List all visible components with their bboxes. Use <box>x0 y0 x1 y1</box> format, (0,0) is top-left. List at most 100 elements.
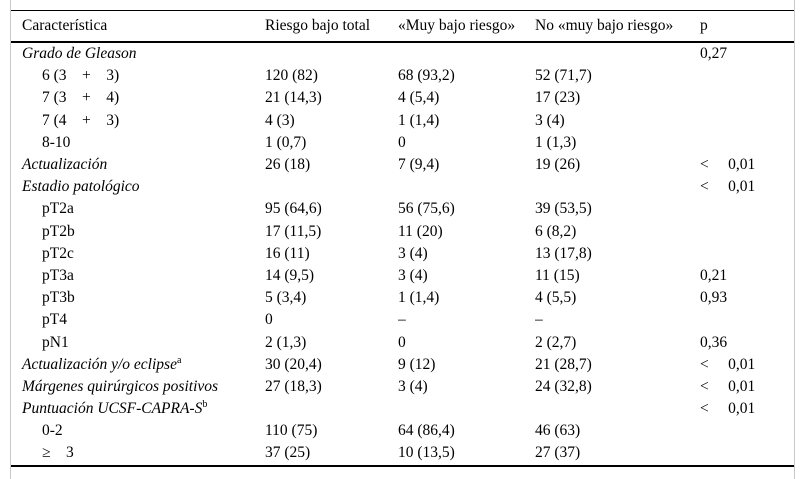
cell-total-low-risk: 17 (11,5) <box>265 222 322 240</box>
cell-very-low-risk: 1 (1,4) <box>398 289 440 307</box>
row-label: pT3b <box>42 289 75 307</box>
cell-very-low-risk: 56 (75,6) <box>398 200 455 218</box>
table-row: pT2b 17 (11,5) 11 (20) 6 (8,2) <box>11 221 794 243</box>
row-label: 8-10 <box>42 133 71 151</box>
cell-total-low-risk: 2 (1,3) <box>265 333 307 351</box>
cell-p-value <box>700 198 794 220</box>
row-label: 7 (4 + 3) <box>42 111 120 129</box>
row-label-cell: 7 (4 + 3) <box>11 110 265 132</box>
table-row: 7 (4 + 3) 4 (3) 1 (1,4) 3 (4) <box>11 110 794 132</box>
row-label-cell: 0-2 <box>11 420 265 442</box>
cell-very-low-risk: 3 (4) <box>398 244 428 262</box>
table-row: 0-2 110 (75) 64 (86,4) 46 (63) <box>11 420 794 442</box>
cell-not-very-low-risk: 52 (71,7) <box>535 67 592 85</box>
cell-p-value: 0,27 <box>700 45 728 63</box>
cell-very-low-risk: 10 (13,5) <box>398 444 455 462</box>
cell-very-low-risk: 11 (20) <box>398 222 443 240</box>
row-label: pT2c <box>42 244 74 262</box>
row-label-cell: Grado de Gleason <box>11 42 265 65</box>
header-row: Característica Riesgo bajo total «Muy ba… <box>11 10 794 43</box>
cell-not-very-low-risk: 2 (2,7) <box>535 333 577 351</box>
row-label-cell: 8-10 <box>11 132 265 154</box>
cell-not-very-low-risk: 46 (63) <box>535 422 581 440</box>
row-label: pT2b <box>42 222 75 240</box>
row-label: pN1 <box>42 333 69 351</box>
cell-not-very-low-risk: 11 (15) <box>535 266 580 284</box>
table-body: Grado de Gleason 0,27 6 (3 + 3) 120 (82)… <box>11 42 794 466</box>
col-header-muy-bajo-riesgo: «Muy bajo riesgo» <box>398 10 535 43</box>
row-label: 7 (3 + 4) <box>42 89 120 107</box>
cell-very-low-risk: 3 (4) <box>398 266 428 284</box>
cell-total-low-risk: 1 (0,7) <box>265 133 307 151</box>
row-label-cell: pT2b <box>11 221 265 243</box>
row-label-cell: Estadio patológico <box>11 176 265 198</box>
row-label-cell: 6 (3 + 3) <box>11 65 265 87</box>
table-row: 7 (3 + 4) 21 (14,3) 4 (5,4) 17 (23) <box>11 87 794 109</box>
cell-p-value <box>700 110 794 132</box>
cell-total-low-risk: 27 (18,3) <box>265 377 322 395</box>
col-header-caracteristica: Característica <box>11 10 265 43</box>
row-label: Actualización y/o eclipse <box>22 355 177 373</box>
cell-p-value <box>700 65 794 87</box>
row-label: ≥ 3 <box>42 444 74 462</box>
cell-very-low-risk <box>398 176 535 198</box>
cell-very-low-risk: 64 (86,4) <box>398 422 455 440</box>
col-header-p: p <box>700 10 794 43</box>
table-row: Actualización 26 (18) 7 (9,4) 19 (26) < … <box>11 154 794 176</box>
cell-not-very-low-risk: 13 (17,8) <box>535 244 592 262</box>
cell-very-low-risk <box>398 398 535 420</box>
row-label-cell: pT2c <box>11 243 265 265</box>
cell-not-very-low-risk: 6 (8,2) <box>535 222 577 240</box>
cell-total-low-risk: 16 (11) <box>265 244 310 262</box>
table-row: Grado de Gleason 0,27 <box>11 42 794 65</box>
cell-total-low-risk: 95 (64,6) <box>265 200 322 218</box>
cell-very-low-risk <box>398 42 535 65</box>
col-header-no-muy-bajo-riesgo: No «muy bajo riesgo» <box>535 10 700 43</box>
row-label-cell: pT3b <box>11 287 265 309</box>
row-label: Actualización <box>22 156 108 174</box>
table-row: Actualización y/o eclipsea 30 (20,4) 9 (… <box>11 354 794 376</box>
table-row: 8-10 1 (0,7) 0 1 (1,3) <box>11 132 794 154</box>
table-row: pT4 0 – – <box>11 309 794 331</box>
cell-p-value <box>700 87 794 109</box>
table-row: ≥ 3 37 (25) 10 (13,5) 27 (37) <box>11 442 794 465</box>
cell-total-low-risk: 30 (20,4) <box>265 355 322 373</box>
cell-total-low-risk: 5 (3,4) <box>265 289 307 307</box>
cell-total-low-risk: 37 (25) <box>265 444 311 462</box>
table-row: Márgenes quirúrgicos positivos 27 (18,3)… <box>11 376 794 398</box>
cell-very-low-risk: 4 (5,4) <box>398 89 440 107</box>
cell-very-low-risk: 68 (93,2) <box>398 67 455 85</box>
cell-not-very-low-risk: 17 (23) <box>535 89 581 107</box>
row-label: Márgenes quirúrgicos positivos <box>22 377 219 395</box>
row-label-superscript: a <box>176 354 182 366</box>
cell-p-value: < 0,01 <box>700 178 756 196</box>
cell-not-very-low-risk: 1 (1,3) <box>535 133 577 151</box>
cell-total-low-risk: 21 (14,3) <box>265 89 322 107</box>
row-label: pT3a <box>42 266 74 284</box>
cell-p-value <box>700 132 794 154</box>
cell-not-very-low-risk: 39 (53,5) <box>535 200 592 218</box>
row-label: pT2a <box>42 200 74 218</box>
cell-p-value <box>700 221 794 243</box>
table-row: pT2a 95 (64,6) 56 (75,6) 39 (53,5) <box>11 198 794 220</box>
figure-left-edge <box>10 0 11 479</box>
row-label-cell: Actualización y/o eclipsea <box>11 354 265 376</box>
cell-very-low-risk: 9 (12) <box>398 355 436 373</box>
cell-very-low-risk: 7 (9,4) <box>398 156 440 174</box>
cell-very-low-risk: 0 <box>398 133 406 151</box>
cell-p-value: < 0,01 <box>700 400 756 418</box>
cell-total-low-risk: 120 (82) <box>265 67 318 85</box>
cell-total-low-risk: 110 (75) <box>265 422 318 440</box>
cell-p-value: < 0,01 <box>700 156 756 174</box>
row-label: Estadio patológico <box>22 178 140 196</box>
cell-very-low-risk: 3 (4) <box>398 377 428 395</box>
row-label: Grado de Gleason <box>22 45 137 63</box>
row-label-cell: pT4 <box>11 309 265 331</box>
cell-not-very-low-risk: 19 (26) <box>535 156 581 174</box>
row-label-cell: pT2a <box>11 198 265 220</box>
figure-right-edge <box>794 0 795 479</box>
row-label: Puntuación UCSF-CAPRA-S <box>22 400 203 418</box>
row-label: 0-2 <box>42 422 63 440</box>
cell-not-very-low-risk <box>535 42 700 65</box>
